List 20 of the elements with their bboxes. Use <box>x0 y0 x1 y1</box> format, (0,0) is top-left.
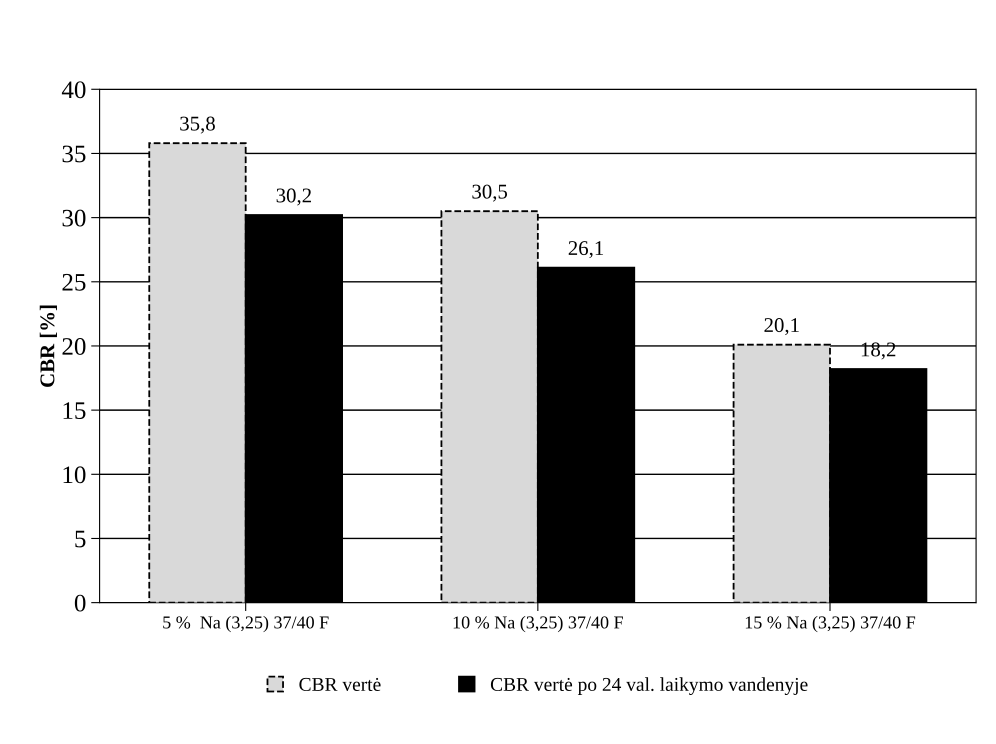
x-tick-label: 10 % Na (3,25) 37/40 F <box>454 616 623 632</box>
y-tick-label: 40 <box>62 81 86 98</box>
y-tick-label: 35 <box>62 146 86 162</box>
data-label: 26,1 <box>568 241 604 258</box>
y-axis-title: CBR [%] <box>40 306 57 387</box>
y-tick-label: 0 <box>74 594 86 612</box>
data-label: 20,1 <box>764 318 799 336</box>
y-tick-label: 30 <box>62 210 86 227</box>
x-tick-label: 5 % Na (3,25) 37/40 F <box>163 616 329 632</box>
y-tick-label: 10 <box>64 466 86 484</box>
legend-label: CBR vertė <box>299 678 381 691</box>
data-label: 30,5 <box>472 184 508 202</box>
y-tick-label: 15 <box>64 402 86 420</box>
data-label: 30,2 <box>276 188 311 206</box>
data-label: 35,8 <box>180 116 215 134</box>
y-tick-label: 20 <box>62 338 86 355</box>
y-tick-label: 5 <box>75 530 86 548</box>
legend-label: CBR vertė po 24 val. laikymo vandenyje <box>490 677 808 695</box>
x-tick-label: 15 % Na (3,25) 37/40 F <box>746 616 916 632</box>
y-tick-label: 25 <box>62 274 86 291</box>
